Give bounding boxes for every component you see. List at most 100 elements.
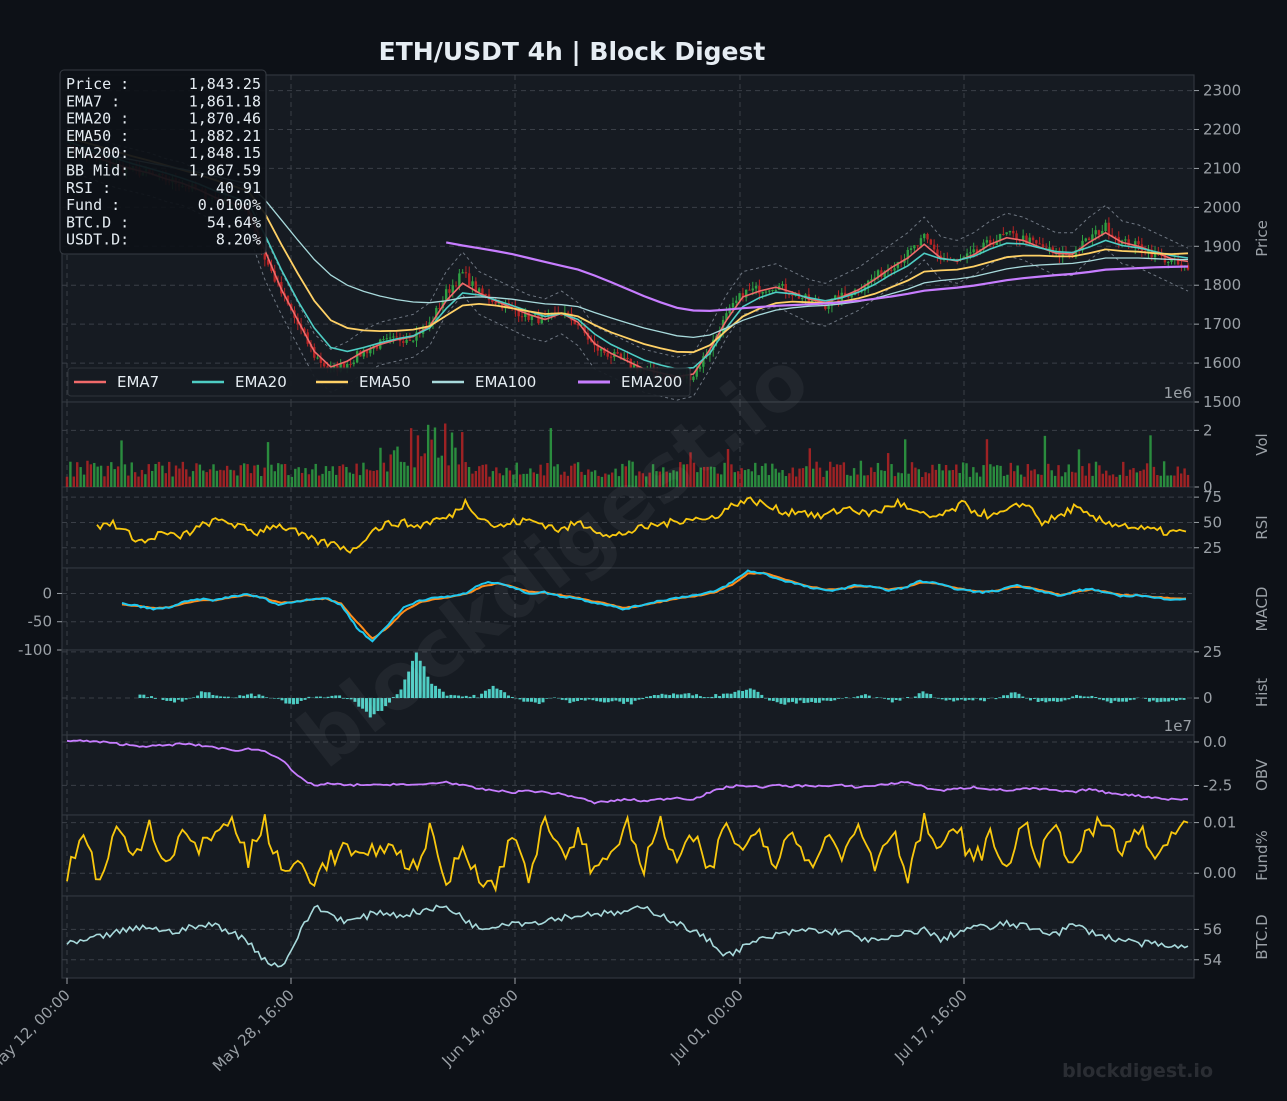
volume-bar [461,432,463,487]
volume-bar [240,465,242,487]
volume-bar [764,463,766,487]
hist-bar [791,698,794,702]
candle-body [323,363,325,366]
volume-bar [158,462,160,487]
info-label-7: Fund : [66,196,120,214]
hist-bar [1110,698,1113,703]
hist-bar [545,698,548,699]
volume-bar [236,475,238,487]
hist-bar [154,698,157,699]
hist-bar [185,698,188,700]
volume-bar [948,470,950,487]
volume-bar [103,476,105,487]
hist-bar [860,695,863,698]
hist-bar [542,698,545,702]
info-value-7: 0.0100% [198,196,261,214]
volume-bar [96,467,98,487]
volume-bar [294,469,296,487]
volume-bar [1108,475,1110,487]
hist-bar [281,698,284,700]
volume-bar [332,466,334,487]
ylabel-volume: Vol [1253,433,1271,455]
hist-bar [511,697,514,698]
volume-bar [485,464,487,487]
volume-bar [417,435,419,487]
hist-bar [607,698,610,702]
ylabel-macd: MACD [1253,587,1271,632]
volume-bar [965,463,967,487]
volume-bar [560,475,562,487]
hist-bar [242,696,245,698]
hist-bar [181,698,184,702]
candle-body [1009,231,1011,232]
hist-bar [756,692,759,698]
volume-bar [884,471,886,487]
volume-bar [1091,476,1093,487]
volume-bar [1156,475,1158,487]
candle-body [616,352,618,353]
volume-bar [819,468,821,487]
hist-bar [826,698,829,701]
hist-bar [948,698,951,700]
volume-bar [328,471,330,487]
volume-bar [154,464,156,487]
hist-bar [200,691,203,698]
hist-bar [150,696,153,698]
volume-bar [297,467,299,487]
hist-bar [1075,695,1078,698]
hist-bar [1106,698,1109,701]
volume-bar [117,466,119,487]
candle-body [916,245,918,246]
volume-bar [563,472,565,487]
hist-bar [714,694,717,698]
hist-bar [1125,698,1128,702]
hist-bar [806,698,809,703]
volume-bar [175,466,177,487]
hist-bar [553,698,556,699]
volume-bar [526,474,528,487]
volume-bar [1071,472,1073,487]
candle-body [801,298,803,299]
volume-bar [570,466,572,487]
info-value-6: 40.91 [216,179,261,197]
volume-bar [280,464,282,487]
volume-bar [396,447,398,487]
candle-body [926,234,928,239]
hist-bar [1179,698,1182,700]
candle-body [448,289,450,293]
hist-bar [637,698,640,700]
volume-bar [1006,475,1008,487]
volume-bar [386,471,388,487]
candle-body [1002,234,1004,235]
volume-bar [846,475,848,487]
volume-bar [1122,462,1124,487]
volume-bar [148,464,150,487]
candle-body [1005,232,1007,234]
volume-bar [277,463,279,487]
volume-bar [867,475,869,487]
hist-bar [1048,698,1051,701]
hist-bar [1156,698,1159,702]
hist-bar [749,688,752,698]
volume-bar [274,471,276,487]
info-value-4: 1,848.15 [189,144,261,162]
volume-bar [495,467,497,487]
hist-bar [146,697,149,698]
hist-bar [733,692,736,698]
hist-bar [672,693,675,698]
volume-bar [1040,475,1042,487]
volume-bar [1057,465,1059,487]
hist-bar [787,698,790,702]
volume-bar [1112,474,1114,487]
hist-bar [699,696,702,698]
hist-bar [211,695,214,698]
volume-bar [1003,476,1005,487]
volume-bar [481,465,483,487]
hist-bar [1044,698,1047,702]
volume-bar [1037,474,1039,487]
ytick-label-price-2: 1700 [1203,315,1241,333]
ytick-label-hist-1: 25 [1203,643,1222,661]
candle-body [1098,230,1100,235]
hist-bar [1010,693,1013,699]
